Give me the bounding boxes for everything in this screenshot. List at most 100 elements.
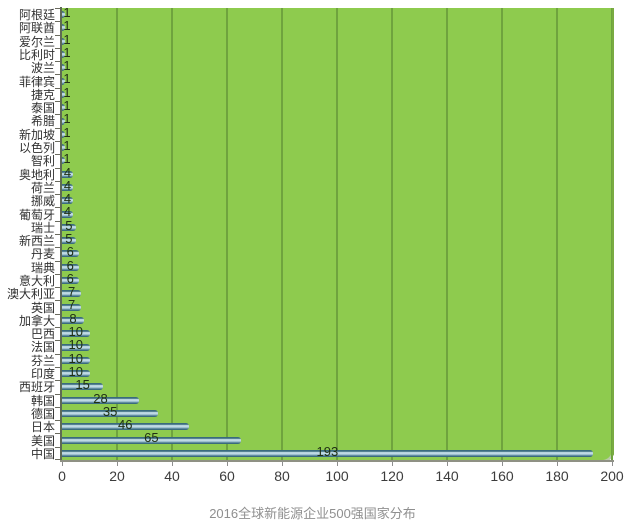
bar-value-label: 15 [75,377,90,393]
bar-value-label: 1 [63,84,71,100]
bar-value-label: 193 [316,443,339,459]
category-label: 葡萄牙 [18,207,55,222]
bar-value-label: 46 [118,417,133,433]
bar-value-label: 1 [63,5,71,20]
x-tick-mark [557,461,558,466]
bar-value-label: 5 [65,231,73,246]
category-label: 奥地利 [18,167,55,182]
x-tick-mark [227,461,228,466]
y-tick-mark [55,114,60,116]
gridline [226,8,228,460]
bar [62,330,90,338]
chart-title: 2016全球新能源企业500强国家分布 [209,506,416,521]
bar [62,316,84,324]
bar-value-label: 1 [63,31,71,47]
y-tick-mark [55,327,60,329]
bar [62,449,593,457]
y-tick-mark [55,300,60,302]
x-tick-label: 0 [58,468,66,484]
category-label: 新西兰 [18,234,55,249]
category-label: 美国 [30,433,55,448]
y-tick-mark [55,194,60,196]
category-label: 瑞典 [30,260,55,275]
y-tick-mark [55,8,60,9]
category-label: 印度 [30,367,55,382]
bar [62,343,90,351]
bar-value-label: 6 [66,244,74,260]
x-tick-label: 140 [435,468,459,484]
gridline [446,8,448,460]
category-label: 巴西 [30,327,55,342]
y-tick-mark [55,167,60,169]
y-tick-mark [55,234,60,235]
category-label: 中国 [30,446,55,461]
bar-value-label: 4 [63,177,72,193]
category-label: 爱尔兰 [18,34,55,49]
y-tick-mark [55,247,60,249]
category-label: 瑞士 [30,220,55,235]
y-tick-mark [55,353,60,355]
y-tick-mark [55,87,60,89]
category-label: 日本 [30,420,55,435]
category-label: 阿根廷 [18,8,55,23]
y-tick-mark [55,366,60,368]
bar-value-label: 1 [63,151,71,167]
x-tick-mark [392,461,393,466]
y-tick-mark [55,406,60,408]
bar [62,104,65,112]
y-tick-mark [55,260,60,262]
y-tick-mark [55,420,60,422]
bar [62,409,159,417]
bar-value-label: 10 [68,363,83,379]
bar [62,303,82,311]
bar [62,396,139,404]
bar-value-label: 6 [66,257,74,273]
y-tick-mark [55,340,60,342]
gridline [336,8,338,460]
y-tick-mark [55,393,60,395]
y-tick-mark [55,21,60,23]
category-label: 波兰 [30,61,55,76]
bar-value-label: 10 [68,337,83,353]
x-tick-mark [447,461,448,466]
y-tick-mark [55,74,60,76]
bar-value-label: 35 [102,403,118,419]
bar [62,210,73,218]
bar [62,356,90,364]
bar-value-label: 1 [63,111,71,127]
bar [62,64,65,72]
category-label: 丹麦 [30,247,55,262]
category-label: 泰国 [30,101,55,116]
gridline [501,8,503,460]
bar-value-label: 10 [68,350,83,366]
x-tick-mark [612,461,613,466]
x-tick-label: 100 [325,468,349,484]
y-tick-mark [55,180,60,182]
category-label: 以色列 [18,141,55,156]
x-tick-label: 120 [380,468,404,484]
bar-value-label: 7 [68,297,76,313]
bar [62,11,65,19]
bar [62,90,65,98]
bar [62,183,73,191]
bar-value-label: 28 [93,390,108,406]
bar [62,250,79,258]
y-tick-mark [55,273,60,275]
y-axis-line [60,7,62,461]
y-tick-mark [55,154,60,156]
bar-value-label: 1 [63,18,71,34]
bar [62,263,79,271]
x-tick-label: 40 [164,468,180,484]
category-label: 菲律宾 [18,74,55,89]
bar-value-label: 65 [144,430,159,446]
bar [62,277,79,285]
x-tick-label: 180 [545,468,569,484]
bar [62,24,65,32]
category-label: 芬兰 [30,353,55,368]
bar [62,51,65,59]
y-tick-mark [55,140,60,142]
bar [62,37,65,45]
category-label: 德国 [30,406,55,421]
bar-value-label: 8 [69,310,77,326]
bar-value-label: 4 [63,204,72,220]
